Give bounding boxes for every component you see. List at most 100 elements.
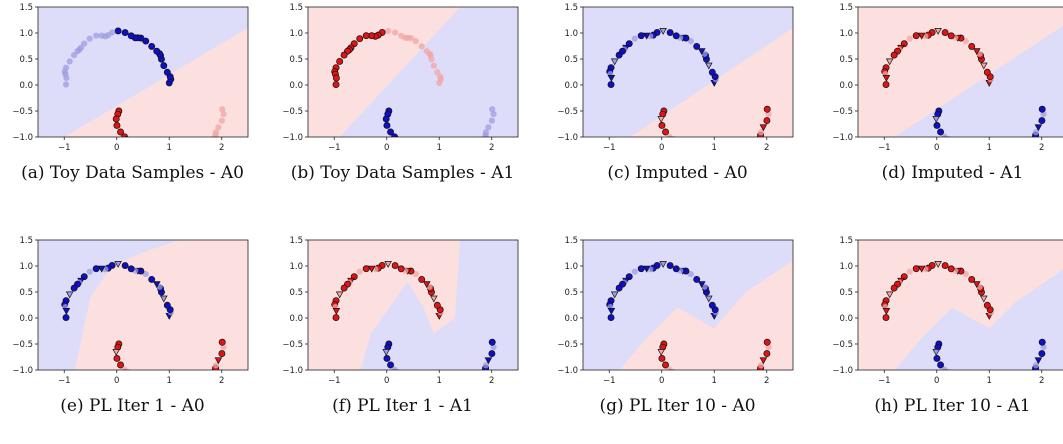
data-point bbox=[152, 156, 158, 162]
data-point-triangle bbox=[917, 32, 926, 40]
data-point-triangle bbox=[739, 387, 745, 393]
data-point bbox=[662, 361, 670, 369]
data-point-faded bbox=[66, 58, 73, 65]
data-point-triangle bbox=[942, 369, 951, 370]
data-point-triangle bbox=[697, 390, 703, 396]
figure-grid: −1 0 1 2 −1.0 −0.5 0.0 0.5 1.0 1.5 (a) Toy Data Sa… bbox=[12, 3, 1063, 416]
data-point-triangle bbox=[122, 369, 131, 370]
data-point-faded bbox=[412, 388, 418, 394]
data-point bbox=[137, 152, 143, 158]
y-tick-label: 0.0 bbox=[289, 314, 303, 324]
data-point-triangle bbox=[759, 357, 768, 365]
data-point-triangle bbox=[972, 390, 978, 396]
data-point-faded bbox=[671, 142, 677, 148]
y-tick-label: 0.0 bbox=[564, 314, 578, 324]
data-point-triangle bbox=[754, 139, 760, 145]
x-tick-label: 1 bbox=[712, 376, 717, 386]
data-point-triangle bbox=[209, 372, 215, 378]
y-tick-label: 0.0 bbox=[19, 314, 33, 324]
data-point-triangle bbox=[682, 152, 688, 158]
data-point-faded bbox=[1016, 385, 1022, 391]
x-tick-label: 0 bbox=[384, 143, 389, 153]
data-point bbox=[414, 156, 420, 162]
y-tick-label: 1.0 bbox=[564, 29, 578, 39]
data-point bbox=[890, 284, 898, 292]
data-point bbox=[401, 380, 407, 386]
y-tick-label: −1.0 bbox=[832, 366, 853, 376]
x-tick-label: −1 bbox=[878, 376, 891, 386]
data-point-faded bbox=[93, 32, 100, 39]
data-point bbox=[460, 387, 466, 393]
y-tick-label: 1.0 bbox=[839, 262, 853, 272]
data-point-triangle bbox=[667, 136, 676, 137]
data-point-faded bbox=[215, 124, 222, 131]
data-point-faded bbox=[184, 388, 190, 394]
data-point-triangle bbox=[137, 385, 143, 391]
data-point bbox=[743, 149, 749, 155]
data-point bbox=[689, 389, 695, 395]
data-point-faded bbox=[741, 152, 747, 158]
data-point-faded bbox=[396, 375, 402, 381]
data-point-triangle bbox=[934, 28, 942, 35]
x-tick-label: −1 bbox=[58, 143, 71, 153]
data-point-triangle bbox=[464, 387, 470, 393]
data-point-faded bbox=[1004, 388, 1010, 394]
data-point-faded bbox=[126, 375, 132, 381]
data-point bbox=[114, 27, 122, 35]
axes-frame bbox=[857, 239, 1063, 371]
data-point-faded bbox=[385, 27, 392, 35]
data-point bbox=[912, 265, 920, 273]
data-point-faded bbox=[86, 268, 93, 275]
data-point-triangle bbox=[97, 265, 106, 273]
data-point-triangle bbox=[682, 385, 688, 391]
data-point bbox=[964, 389, 970, 395]
data-point bbox=[763, 117, 771, 125]
data-point-faded bbox=[729, 155, 735, 161]
data-point bbox=[1010, 387, 1016, 393]
y-tick-label: 1.5 bbox=[839, 236, 853, 246]
data-point bbox=[127, 32, 135, 40]
x-tick-label: −1 bbox=[328, 376, 341, 386]
x-tick-label: −1 bbox=[58, 376, 71, 386]
data-point bbox=[1024, 143, 1030, 149]
background-region-primary bbox=[308, 240, 461, 370]
subplot-svg: −1 0 1 2 −1.0 −0.5 0.0 0.5 1.0 1.5 bbox=[557, 236, 794, 396]
data-point-faded bbox=[423, 48, 430, 55]
data-point bbox=[607, 81, 615, 88]
x-tick-label: 1 bbox=[167, 143, 172, 153]
data-point bbox=[615, 284, 623, 292]
x-tick-label: 2 bbox=[1039, 376, 1044, 386]
data-point bbox=[124, 372, 130, 378]
y-tick-label: 0.5 bbox=[839, 55, 853, 65]
x-tick-label: 0 bbox=[114, 143, 119, 153]
background-region-primary bbox=[308, 7, 461, 137]
y-tick-label: −1.0 bbox=[557, 133, 578, 143]
subplot-caption: (h) PL Iter 10 - A1 bbox=[874, 396, 1031, 416]
data-point-faded bbox=[1032, 362, 1040, 369]
data-point bbox=[148, 275, 156, 283]
data-point-triangle bbox=[610, 291, 619, 299]
axes-frame bbox=[37, 6, 249, 138]
data-point bbox=[693, 42, 701, 50]
data-point-faded bbox=[482, 129, 490, 136]
data-point bbox=[340, 51, 348, 59]
data-point bbox=[204, 376, 210, 382]
data-point bbox=[147, 389, 153, 395]
data-point-triangle bbox=[980, 295, 988, 303]
x-tick-label: 2 bbox=[489, 143, 494, 153]
data-point bbox=[121, 262, 129, 270]
data-point-triangle bbox=[957, 385, 963, 391]
data-point-faded bbox=[190, 154, 196, 160]
data-point-triangle bbox=[152, 281, 161, 289]
axes-frame bbox=[37, 239, 249, 371]
data-point bbox=[394, 372, 400, 378]
data-point bbox=[1038, 105, 1046, 113]
data-point bbox=[749, 143, 755, 149]
x-tick-label: 0 bbox=[934, 143, 939, 153]
data-point-faded bbox=[466, 385, 472, 391]
data-point bbox=[218, 338, 226, 346]
y-tick-label: −1.0 bbox=[282, 366, 303, 376]
data-point bbox=[693, 275, 701, 283]
data-point bbox=[468, 382, 474, 388]
data-point bbox=[944, 372, 950, 378]
